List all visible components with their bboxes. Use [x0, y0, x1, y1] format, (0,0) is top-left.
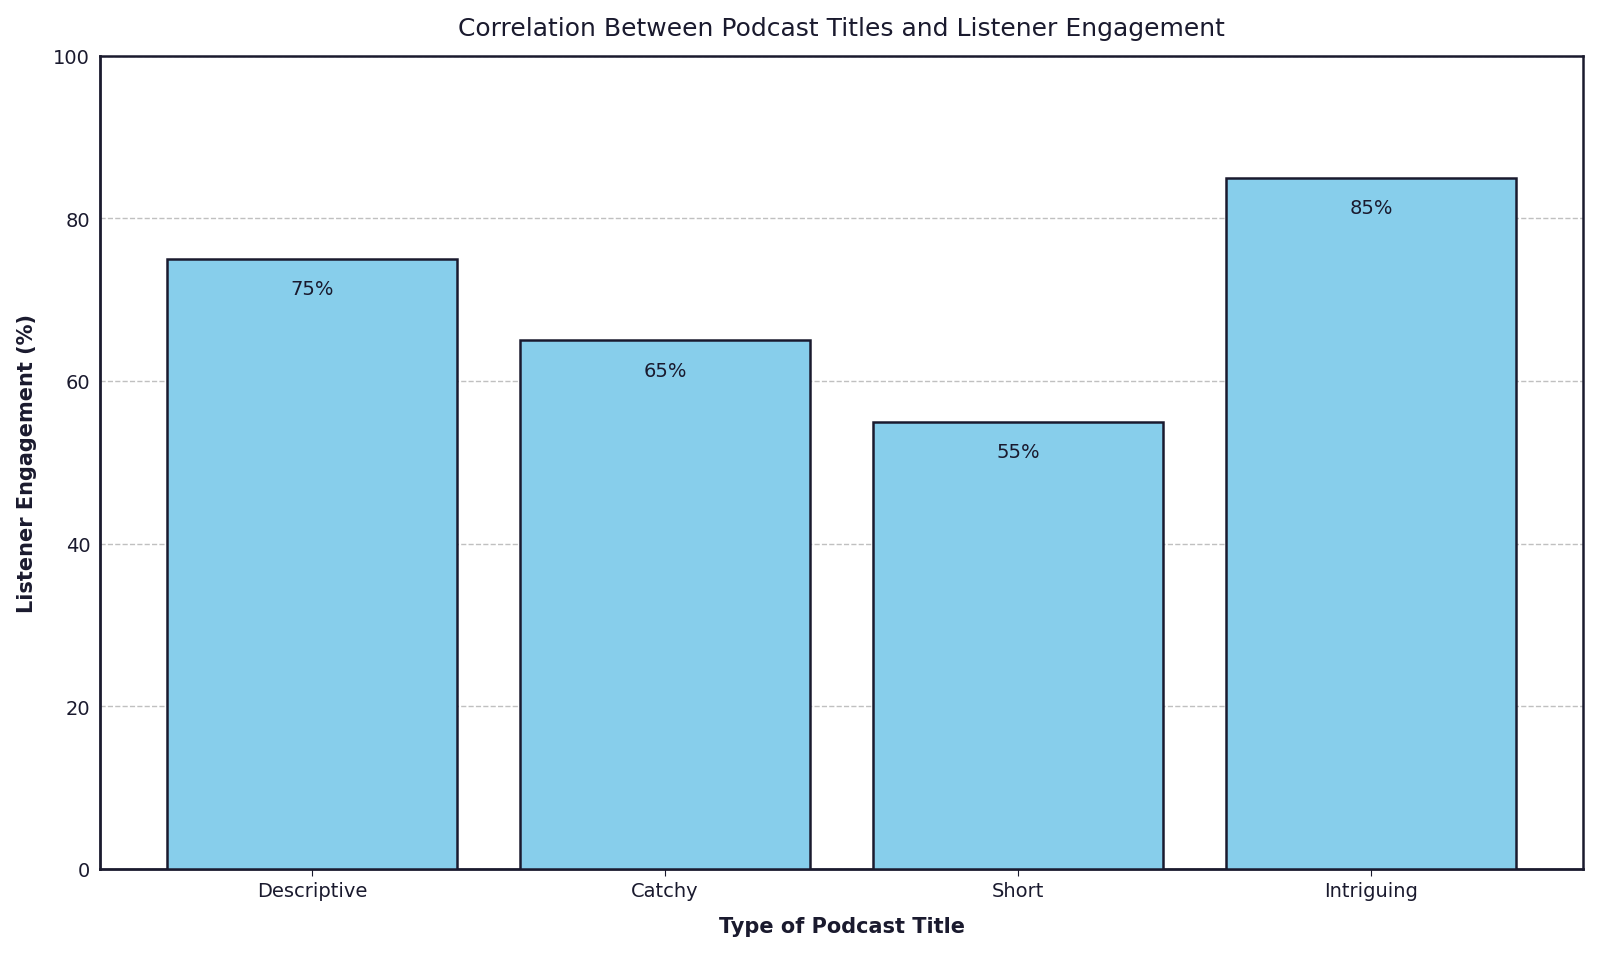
- Text: 85%: 85%: [1349, 198, 1394, 217]
- Bar: [520, 341, 810, 869]
- Text: 65%: 65%: [643, 361, 686, 380]
- Bar: [168, 259, 458, 869]
- Bar: [874, 422, 1163, 869]
- Bar: [1227, 178, 1515, 869]
- Text: 75%: 75%: [290, 280, 334, 299]
- Text: 55%: 55%: [997, 442, 1040, 461]
- Title: Correlation Between Podcast Titles and Listener Engagement: Correlation Between Podcast Titles and L…: [458, 16, 1226, 41]
- Y-axis label: Listener Engagement (%): Listener Engagement (%): [16, 314, 37, 612]
- X-axis label: Type of Podcast Title: Type of Podcast Title: [718, 917, 965, 937]
